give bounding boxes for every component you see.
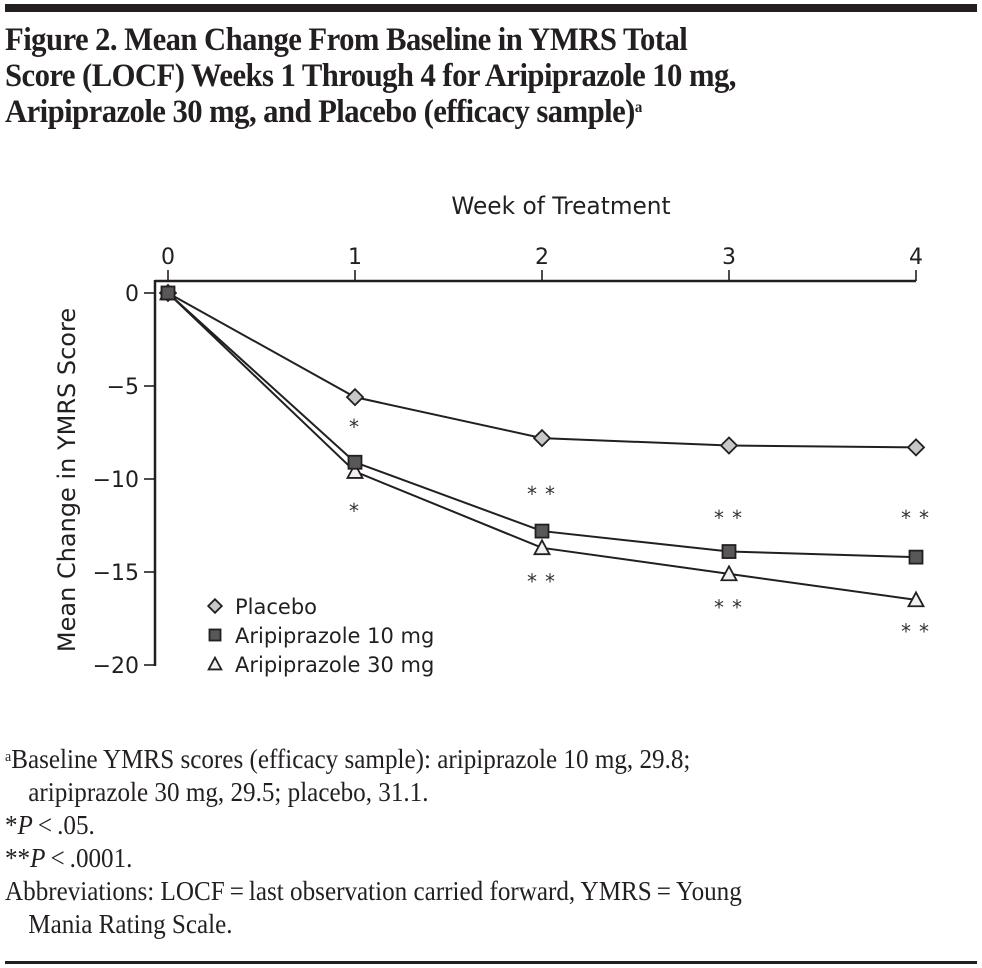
significance-annotations: * * * * * * * * * * * * * *	[349, 415, 931, 644]
series-markers	[158, 283, 926, 608]
significance-marker: *	[349, 499, 361, 523]
data-point-aripiprazole-10-mg	[721, 544, 737, 559]
footnote-p0001: **P < .0001.	[5, 843, 133, 873]
data-point-aripiprazole-30-mg	[532, 538, 552, 556]
data-point-aripiprazole-10-mg	[534, 523, 550, 539]
x-tick-label: 2	[535, 245, 549, 270]
legend: Placebo Aripiprazole 10 mg Aripiprazole 30…	[206, 595, 434, 677]
axes: 0 1 2 3 4 0 −5 −10 −15 −20	[93, 245, 923, 679]
data-point-aripiprazole-30-mg	[719, 564, 739, 582]
data-point-aripiprazole-10-mg	[908, 549, 924, 565]
legend-label: Placebo	[235, 595, 317, 619]
top-rule	[5, 4, 977, 12]
footnote-a: aBaseline YMRS scores (efficacy sample):…	[5, 744, 691, 774]
y-tick-label: −5	[107, 375, 139, 400]
significance-marker: * *	[901, 506, 931, 530]
significance-marker: * *	[901, 620, 931, 644]
footnote-abbreviations: Abbreviations: LOCF = last observation c…	[5, 876, 742, 906]
data-point-placebo	[532, 428, 552, 448]
footnote-a-continued: aripiprazole 30 mg, 29.5; placebo, 31.1.	[28, 777, 429, 807]
legend-label: Aripiprazole 10 mg	[235, 624, 434, 648]
title-line: Figure 2. Mean Change From Baseline in Y…	[5, 22, 688, 58]
data-point-placebo	[345, 387, 365, 407]
x-tick-label: 3	[722, 245, 736, 270]
y-tick-label: −10	[93, 468, 139, 493]
significance-marker: * *	[714, 595, 744, 619]
bottom-rule	[5, 961, 977, 964]
x-axis-label: Week of Treatment	[451, 192, 670, 220]
data-point-placebo	[719, 436, 739, 455]
figure-title: Figure 2. Mean Change From Baseline in Y…	[5, 22, 898, 130]
x-tick-label: 0	[161, 245, 175, 270]
data-point-placebo	[906, 438, 926, 457]
y-axis-label: Mean Change in YMRS Score	[53, 308, 81, 652]
x-tick-label: 1	[348, 245, 362, 270]
legend-marker-placebo	[206, 597, 224, 615]
significance-marker: * *	[714, 506, 744, 530]
series-line-aripiprazole-10-mg	[167, 292, 917, 559]
significance-marker: * *	[527, 482, 557, 506]
title-line: Score (LOCF) Weeks 1 Through 4 for Aripi…	[5, 58, 736, 94]
y-tick-label: −15	[93, 561, 139, 586]
legend-label: Aripiprazole 30 mg	[235, 653, 434, 677]
data-point-aripiprazole-30-mg	[345, 462, 365, 479]
title-footnote-marker: a	[634, 99, 642, 116]
x-tick-label: 4	[909, 245, 923, 270]
footnote-p05: *P < .05.	[5, 810, 95, 840]
legend-marker-aripiprazole-30-mg	[207, 655, 223, 671]
legend-marker-aripiprazole-10-mg	[208, 628, 222, 642]
significance-marker: *	[349, 415, 361, 439]
title-line: Aripiprazole 30 mg, and Placebo (efficac…	[5, 94, 642, 130]
footnote-abbreviations-continued: Mania Rating Scale.	[28, 909, 233, 939]
data-point-aripiprazole-30-mg	[906, 590, 926, 608]
footnotes: aBaseline YMRS scores (efficacy sample):…	[5, 743, 972, 941]
data-point-aripiprazole-10-mg	[347, 454, 363, 470]
y-tick-label: −20	[93, 654, 139, 679]
y-tick-label: 0	[125, 282, 139, 307]
series-line-placebo	[167, 292, 917, 449]
data-point-aripiprazole-10-mg	[160, 285, 176, 301]
line-chart: Week of Treatment Mean Change in YMRS Sc…	[53, 192, 931, 679]
significance-marker: * *	[527, 569, 557, 593]
